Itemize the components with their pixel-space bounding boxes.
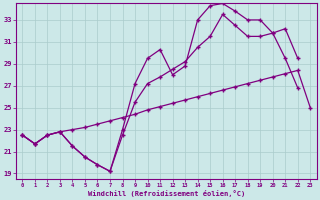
X-axis label: Windchill (Refroidissement éolien,°C): Windchill (Refroidissement éolien,°C): [88, 190, 245, 197]
